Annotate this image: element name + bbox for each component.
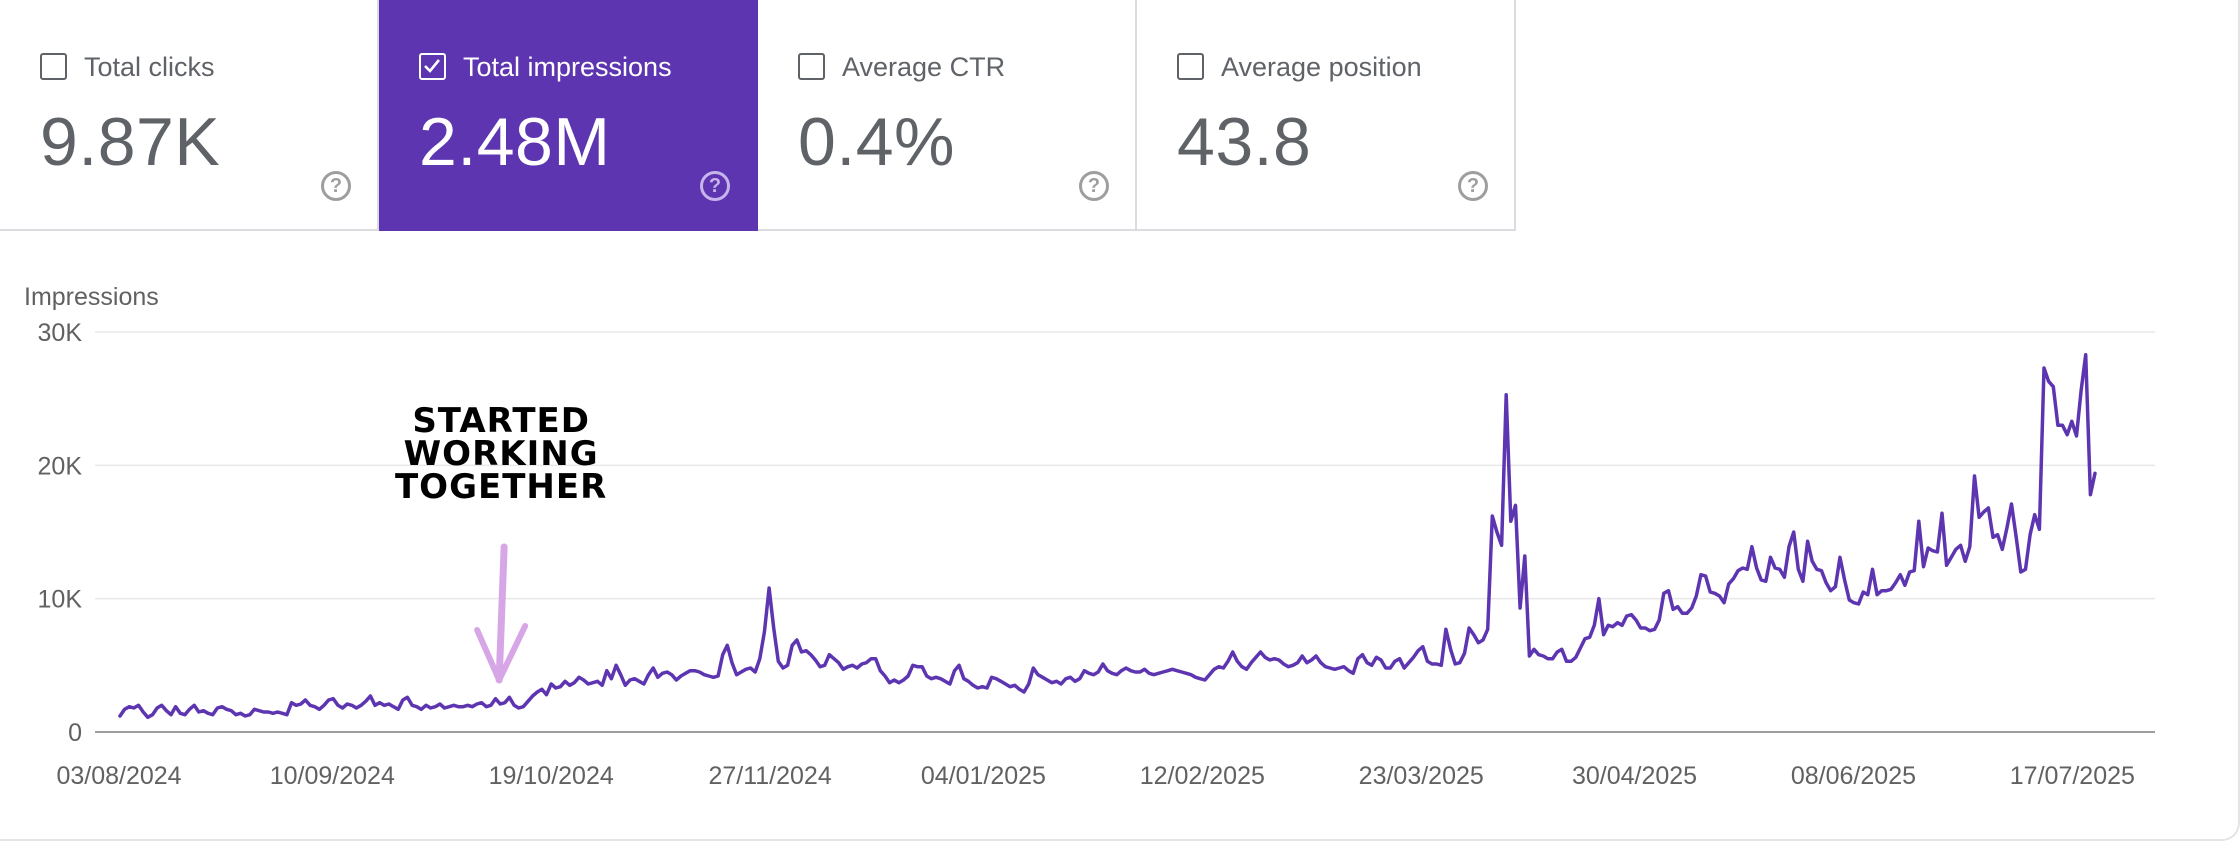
y-axis-title: Impressions <box>24 283 159 311</box>
x-tick-label: 30/04/2025 <box>1572 762 1697 790</box>
metric-value: 9.87K <box>40 104 221 180</box>
metric-value: 2.48M <box>419 104 611 180</box>
arrow-head-icon <box>474 623 529 683</box>
help-icon[interactable]: ? <box>321 171 351 201</box>
metric-value: 43.8 <box>1177 104 1312 180</box>
metric-value: 0.4% <box>798 104 955 180</box>
help-icon[interactable]: ? <box>1458 171 1488 201</box>
x-tick-label: 23/03/2025 <box>1359 762 1484 790</box>
x-tick-label: 10/09/2024 <box>270 762 395 790</box>
x-tick-label: 03/08/2024 <box>56 762 181 790</box>
annotation-text-line: WORKING <box>404 434 599 474</box>
checkbox-checked-icon[interactable] <box>419 53 446 80</box>
arrow-shaft <box>495 543 508 684</box>
y-tick-label: 20K <box>38 452 83 480</box>
x-tick-label: 04/01/2025 <box>921 762 1046 790</box>
impressions-chart: Impressions 0 10K 20K 30K 03/08/2024 10/09/2… <box>24 283 2155 790</box>
annotation-text-line: TOGETHER <box>395 467 607 507</box>
series-line <box>118 352 2097 720</box>
annotation-text-line: STARTED <box>412 401 590 441</box>
help-icon[interactable]: ? <box>1079 171 1109 201</box>
x-tick-label: 08/06/2025 <box>1791 762 1916 790</box>
checkbox-icon[interactable] <box>40 53 67 80</box>
y-tick-label: 0 <box>68 719 82 747</box>
checkbox-icon[interactable] <box>1177 53 1204 80</box>
metric-label: Average CTR <box>842 52 1006 82</box>
y-tick-labels: 0 10K 20K 30K <box>38 319 83 747</box>
help-icon[interactable]: ? <box>700 171 730 201</box>
y-tick-label: 30K <box>38 319 83 347</box>
x-tick-label: 19/10/2024 <box>489 762 614 790</box>
checkbox-icon[interactable] <box>798 53 825 80</box>
metric-card-average-ctr[interactable]: Average CTR 0.4% ? <box>758 0 1137 231</box>
metric-label: Average position <box>1221 52 1422 82</box>
metric-card-total-clicks[interactable]: Total clicks 9.87K ? <box>0 0 379 231</box>
x-tick-labels: 03/08/2024 10/09/2024 19/10/2024 27/11/2024… <box>56 762 2134 790</box>
metric-label: Total clicks <box>84 52 215 82</box>
x-tick-label: 12/02/2025 <box>1140 762 1265 790</box>
x-tick-label: 17/07/2025 <box>2010 762 2135 790</box>
y-tick-label: 10K <box>38 586 83 614</box>
metric-label: Total impressions <box>463 52 672 82</box>
series-lines <box>118 352 2097 720</box>
x-tick-label: 27/11/2024 <box>708 762 831 790</box>
grid-lines <box>95 331 2155 733</box>
metric-cards: Total clicks 9.87K ? Total impressions 2… <box>0 0 1516 231</box>
metric-card-average-position[interactable]: Average position 43.8 ? <box>1137 0 1516 231</box>
metric-card-total-impressions[interactable]: Total impressions 2.48M ? <box>379 0 758 231</box>
